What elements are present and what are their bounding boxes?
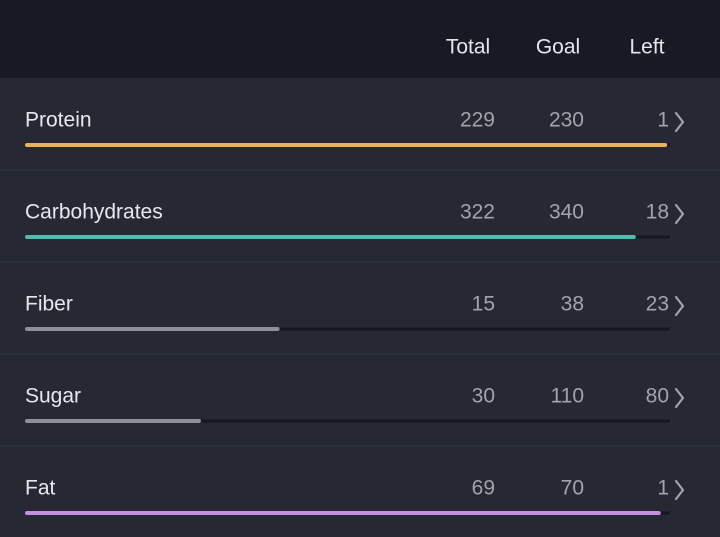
nutrient-name: Carbohydrates — [25, 201, 163, 224]
nutrient-name: Sugar — [25, 385, 81, 408]
total-value: 229 — [460, 109, 495, 132]
chevron — [674, 203, 685, 225]
progress-track — [25, 419, 670, 423]
row[interactable] — [0, 354, 720, 446]
goal-value: 230 — [549, 109, 584, 132]
header-bar — [0, 0, 720, 78]
nutrient-name: Fiber — [25, 293, 73, 316]
progress-bar — [25, 235, 636, 239]
header-total: Total — [446, 36, 490, 59]
chevron — [674, 479, 685, 501]
header-left: Left — [629, 36, 664, 59]
row[interactable] — [0, 446, 720, 537]
chevron — [674, 111, 685, 133]
chevron — [674, 295, 685, 317]
row[interactable] — [0, 262, 720, 354]
progress-track — [25, 327, 670, 331]
total-value: 322 — [460, 201, 495, 224]
left-value: 1 — [657, 109, 669, 132]
progress-bar — [25, 327, 280, 331]
chevron — [674, 387, 685, 409]
goal-value: 38 — [561, 293, 584, 316]
row[interactable] — [0, 78, 720, 170]
left-value: 80 — [646, 385, 669, 408]
nutrient-name: Fat — [25, 477, 56, 500]
nutrient-name: Protein — [25, 109, 92, 132]
total-value: 30 — [472, 385, 495, 408]
left-value: 18 — [646, 201, 669, 224]
goal-value: 70 — [561, 477, 584, 500]
goal-value: 110 — [551, 385, 584, 408]
header-goal: Goal — [536, 36, 580, 59]
total-value: 69 — [472, 477, 495, 500]
total-value: 15 — [472, 293, 495, 316]
left-value: 23 — [646, 293, 669, 316]
progress-bar — [25, 511, 661, 515]
progress-bar — [25, 419, 201, 423]
left-value: 1 — [657, 477, 669, 500]
progress-bar — [25, 143, 668, 147]
goal-value: 340 — [549, 201, 584, 224]
